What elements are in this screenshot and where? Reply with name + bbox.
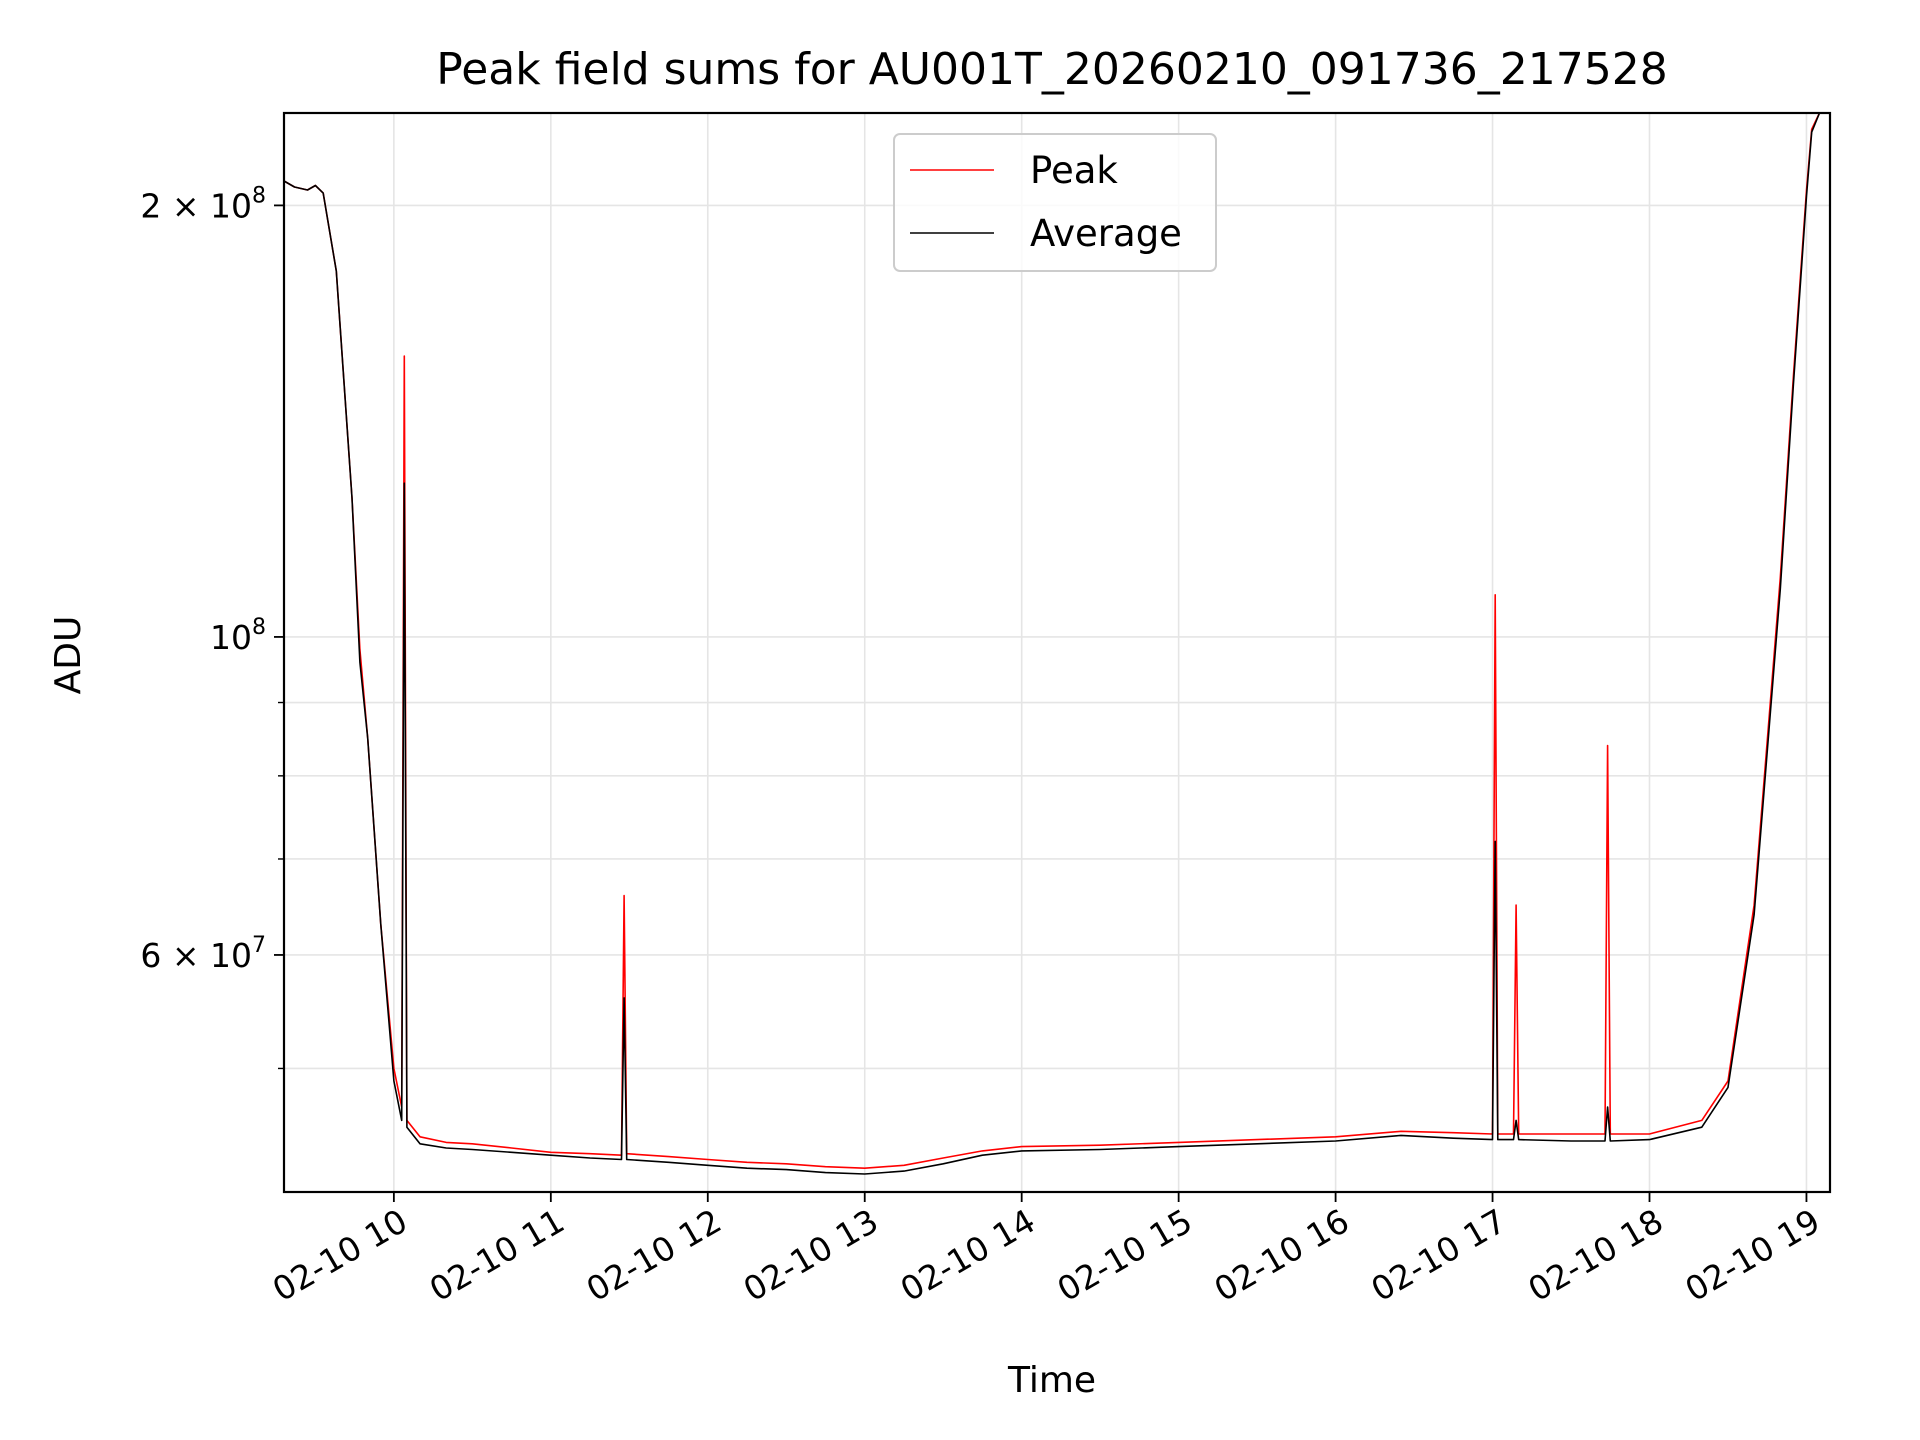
legend-label-average: Average bbox=[1030, 212, 1182, 255]
y-axis-label: ADU bbox=[48, 616, 89, 695]
chart-title: Peak field sums for AU001T_20260210_0917… bbox=[436, 44, 1668, 95]
legend: Peak Average bbox=[893, 133, 1217, 272]
y-tick-label-base: 10 bbox=[210, 618, 252, 657]
y-tick-label-exponent: 8 bbox=[252, 183, 266, 208]
legend-label-peak: Peak bbox=[1030, 149, 1118, 192]
y-tick-label: 6 × 107 bbox=[140, 933, 266, 975]
axes-frame bbox=[282, 111, 1832, 1194]
plot-series bbox=[283, 112, 1821, 1175]
y-tick-label: 2 × 108 bbox=[140, 183, 266, 225]
y-tick-label-base: 2 × 10 bbox=[140, 186, 252, 225]
y-tick-label-exponent: 8 bbox=[252, 615, 266, 640]
y-tick-label-exponent: 7 bbox=[252, 933, 266, 958]
x-axis-label: Time bbox=[1007, 1360, 1096, 1401]
series-line-average bbox=[283, 112, 1821, 1175]
y-tick-label-base: 6 × 10 bbox=[140, 936, 252, 975]
legend-box bbox=[893, 133, 1217, 272]
y-tick-label: 108 bbox=[210, 615, 266, 657]
